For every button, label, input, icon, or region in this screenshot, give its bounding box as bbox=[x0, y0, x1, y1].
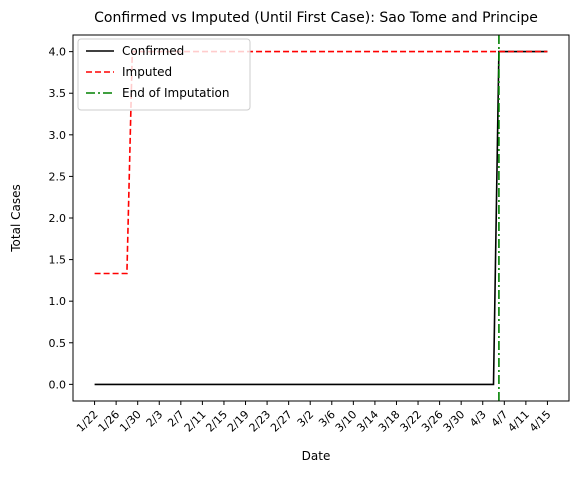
x-tick-label: 4/15 bbox=[527, 408, 554, 435]
x-tick-label: 3/22 bbox=[398, 408, 425, 435]
y-axis-label: Total Cases bbox=[9, 184, 23, 252]
x-tick-label: 3/2 bbox=[295, 408, 317, 430]
y-tick-label: 1.0 bbox=[49, 295, 67, 308]
y-tick-label: 4.0 bbox=[49, 46, 67, 59]
legend-box bbox=[77, 38, 251, 111]
x-tick-label: 2/19 bbox=[225, 408, 252, 435]
legend-label: Confirmed bbox=[122, 44, 184, 58]
y-tick-label: 3.0 bbox=[49, 129, 67, 142]
x-axis-label: Date bbox=[302, 449, 331, 463]
x-tick-label: 4/3 bbox=[467, 408, 489, 430]
x-tick-label: 4/11 bbox=[505, 408, 532, 435]
x-tick-label: 2/23 bbox=[247, 408, 274, 435]
x-tick-label: 3/10 bbox=[333, 408, 360, 435]
x-tick-label: 1/22 bbox=[74, 408, 101, 435]
x-tick-label: 3/18 bbox=[376, 408, 403, 435]
y-tick-label: 1.5 bbox=[49, 254, 67, 267]
y-tick-label: 3.5 bbox=[49, 87, 67, 100]
series-line-imputed bbox=[94, 50, 548, 275]
x-tick-label: 3/14 bbox=[354, 408, 381, 435]
plot-lines bbox=[94, 35, 548, 401]
x-tick-label: 3/30 bbox=[441, 408, 468, 435]
x-tick-label: 2/11 bbox=[182, 408, 209, 435]
chart-title: Confirmed vs Imputed (Until First Case):… bbox=[94, 10, 538, 26]
y-tick-label: 2.5 bbox=[49, 170, 67, 183]
x-tick-label: 1/30 bbox=[117, 408, 144, 435]
series-line-confirmed bbox=[94, 50, 548, 386]
y-tick-label: 0.0 bbox=[49, 378, 67, 391]
x-axis: 1/221/261/30 2/3 2/72/112/152/192/232/27 3/… bbox=[74, 401, 554, 435]
legend: Confirmed Imputed End of Imputation bbox=[77, 38, 251, 111]
legend-label: Imputed bbox=[122, 65, 172, 79]
x-tick-label: 2/27 bbox=[268, 408, 295, 435]
y-tick-label: 2.0 bbox=[49, 212, 67, 225]
x-tick-label: 1/26 bbox=[96, 408, 123, 435]
x-tick-label: 2/3 bbox=[144, 408, 166, 430]
x-tick-label: 2/15 bbox=[203, 408, 230, 435]
legend-label: End of Imputation bbox=[122, 86, 230, 100]
y-tick-label: 0.5 bbox=[49, 337, 67, 350]
y-axis: 0.0 0.5 1.0 1.5 2.0 2.5 3.0 3.5 4.0 bbox=[49, 46, 73, 391]
x-tick-label: 3/26 bbox=[419, 408, 446, 435]
